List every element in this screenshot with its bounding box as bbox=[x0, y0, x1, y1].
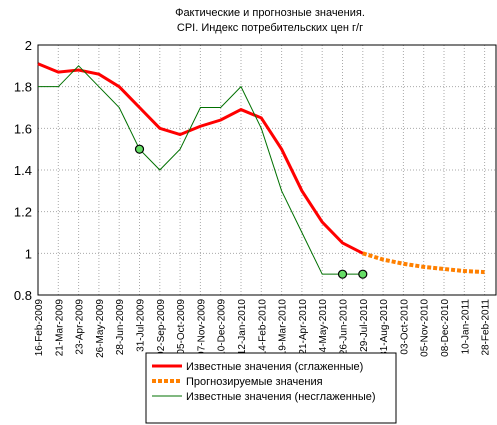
x-tick-label: 05-Nov-2010 bbox=[420, 299, 431, 357]
x-tick-label: 12-Jan-2010 bbox=[237, 299, 248, 356]
y-tick-label: 1.8 bbox=[14, 80, 32, 95]
x-tick-label: 24-May-2010 bbox=[318, 299, 329, 358]
x-tick-label: 21-Apr-2010 bbox=[298, 299, 309, 355]
marker bbox=[134, 144, 145, 154]
y-tick-label: 0.8 bbox=[14, 288, 32, 303]
legend-label: Известные значения (несглаженные) bbox=[186, 391, 376, 403]
x-tick-label: 26-Jun-2010 bbox=[339, 299, 350, 356]
x-tick-label: 28-Jun-2009 bbox=[115, 299, 126, 356]
legend-label: Известные значения (сглаженные) bbox=[186, 361, 363, 373]
legend-label: Прогнозируемые значения bbox=[186, 376, 323, 388]
x-tick-label: 31-Jul-2009 bbox=[136, 299, 147, 352]
x-tick-label: 05-Oct-2009 bbox=[176, 299, 187, 355]
x-tick-label: 02-Sep-2009 bbox=[156, 299, 167, 357]
plot-frame bbox=[37, 44, 497, 296]
series-line bbox=[37, 62, 364, 255]
y-tick-label: 1.6 bbox=[14, 121, 32, 136]
x-tick-label: 10-Jan-2011 bbox=[460, 299, 471, 355]
x-tick-label: 03-Oct-2010 bbox=[399, 299, 410, 355]
series-line bbox=[362, 251, 485, 275]
x-tick-label: 31-Aug-2010 bbox=[379, 299, 390, 357]
x-tick-label: 28-Feb-2011 bbox=[481, 299, 492, 356]
x-tick-label: 10-Dec-2009 bbox=[217, 299, 228, 357]
y-tick-label: 1.4 bbox=[14, 163, 32, 178]
x-tick-label: 29-Jul-2010 bbox=[359, 299, 370, 352]
marker bbox=[358, 269, 368, 279]
chart-title: Фактические и прогнозные значения. bbox=[175, 7, 365, 19]
x-tick-label: 08-Dec-2010 bbox=[440, 299, 451, 357]
series-line bbox=[38, 65, 363, 275]
x-tick-label: 26-May-2009 bbox=[95, 299, 106, 358]
x-tick-label: 21-Mar-2009 bbox=[54, 299, 65, 357]
x-tick-label: 16-Feb-2009 bbox=[34, 299, 45, 357]
y-tick-label: 2 bbox=[25, 38, 32, 53]
y-tick-label: 1.2 bbox=[14, 205, 32, 220]
legend-box bbox=[145, 352, 397, 424]
y-tick-label: 1 bbox=[25, 246, 32, 261]
chart-subtitle: CPI. Индекс потребительских цен г/г bbox=[177, 22, 363, 34]
x-tick-label: 19-Mar-2010 bbox=[278, 299, 289, 357]
x-tick-label: 23-Apr-2009 bbox=[75, 299, 86, 355]
x-tick-label: 14-Feb-2010 bbox=[257, 299, 268, 357]
x-tick-label: 07-Nov-2009 bbox=[196, 299, 207, 357]
marker bbox=[337, 269, 348, 279]
